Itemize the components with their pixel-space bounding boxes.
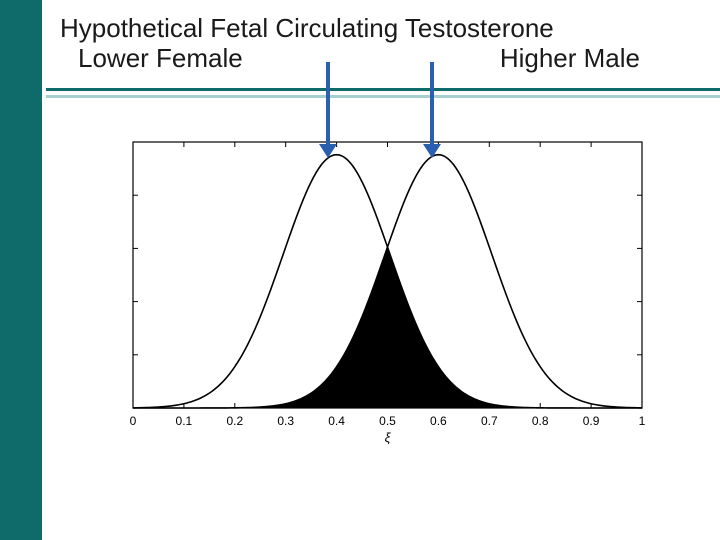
sidebar-accent	[0, 0, 42, 540]
subtitle-left: Lower Female	[60, 44, 243, 74]
chart-container: 0 0.1 0.2 0.3 0.4 0.5 0.6 0.7 0.8 0.9 1 ξ	[95, 130, 660, 450]
xtick-label: 1	[639, 414, 646, 428]
xtick-label: 0.4	[328, 414, 345, 428]
slide-title: Hypothetical Fetal Circulating Testoster…	[60, 14, 720, 44]
xtick-label: 0.1	[176, 414, 193, 428]
chart-svg	[95, 130, 660, 450]
xtick-label: 0.7	[481, 414, 498, 428]
xtick-label: 0	[130, 414, 137, 428]
subtitle-right: Higher Male	[500, 44, 700, 74]
xtick-label: 0.5	[379, 414, 396, 428]
xtick-label: 0.8	[532, 414, 549, 428]
rule-top	[46, 88, 720, 91]
xtick-label: 0.9	[583, 414, 600, 428]
x-axis-symbol: ξ	[385, 430, 391, 445]
xtick-label: 0.6	[430, 414, 447, 428]
xtick-label: 0.2	[226, 414, 243, 428]
slide-subtitles: Lower Female Higher Male	[60, 44, 700, 74]
rule-bottom	[46, 95, 720, 98]
slide-header: Hypothetical Fetal Circulating Testoster…	[42, 14, 720, 74]
header-rules	[42, 88, 720, 98]
xtick-label: 0.3	[277, 414, 294, 428]
